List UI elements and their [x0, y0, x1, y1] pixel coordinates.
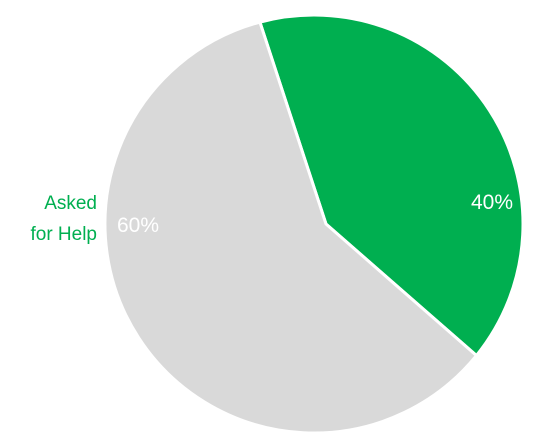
slice-category-label-line: for Help	[30, 224, 97, 245]
slice-category-label-1: Asked for Help	[30, 193, 97, 245]
slice-value-label-2: 60%	[117, 214, 159, 237]
slice-value-label-1: 40%	[471, 191, 513, 214]
slice-category-label-line: Asked	[44, 193, 97, 214]
pie-slice-1	[258, 13, 525, 358]
pie-slice-2	[103, 20, 478, 435]
